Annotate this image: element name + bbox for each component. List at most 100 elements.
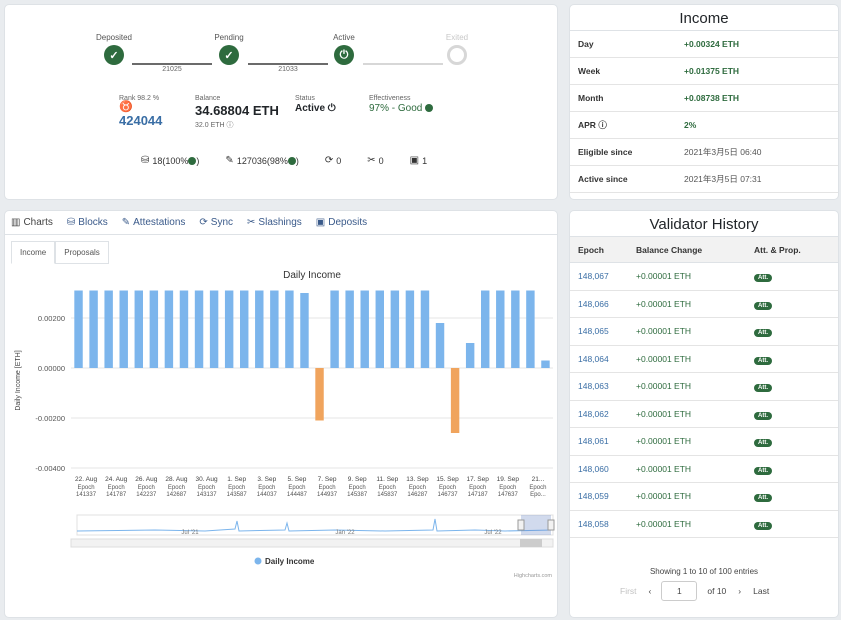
duty-counter[interactable]: ✂ 0 bbox=[367, 155, 383, 166]
epoch-link[interactable]: 148,059 bbox=[578, 491, 609, 502]
epoch-column-header[interactable]: Epoch bbox=[578, 244, 604, 255]
duty-counter[interactable]: ▣ 1 bbox=[410, 155, 427, 166]
check-icon: ✓ bbox=[104, 45, 124, 65]
duty-counter-value: 1 bbox=[422, 155, 428, 166]
x-tick-epoch-word: Epoch bbox=[319, 485, 336, 491]
x-tick-epoch-word: Epoch bbox=[409, 485, 426, 491]
income-bar[interactable] bbox=[164, 290, 174, 369]
income-bar[interactable] bbox=[390, 290, 400, 369]
info-icon[interactable]: ⓘ bbox=[226, 122, 234, 129]
info-icon[interactable]: ⓘ bbox=[595, 120, 607, 130]
subtab-income[interactable]: Income bbox=[11, 241, 56, 264]
tab-deposits[interactable]: ▣ Deposits bbox=[316, 217, 367, 228]
tab-attestations[interactable]: ✎ Attestations bbox=[122, 217, 186, 228]
epoch-link[interactable]: 148,066 bbox=[578, 298, 609, 309]
income-bar[interactable] bbox=[209, 290, 219, 369]
income-bar[interactable] bbox=[481, 290, 490, 369]
income-bar[interactable] bbox=[285, 290, 294, 369]
epoch-link[interactable]: 148,060 bbox=[578, 463, 609, 474]
income-bar[interactable] bbox=[240, 290, 249, 369]
first-page-button[interactable]: First bbox=[620, 586, 637, 596]
income-bar[interactable] bbox=[270, 290, 279, 369]
navigator-right-handle[interactable] bbox=[547, 519, 555, 531]
tab-sync[interactable]: ⟳ Sync bbox=[199, 217, 233, 228]
tab-charts[interactable]: ▥ Charts bbox=[11, 217, 53, 228]
income-bar[interactable] bbox=[179, 290, 189, 369]
epoch-link[interactable]: 148,058 bbox=[578, 518, 609, 529]
navigator-scrollbar[interactable] bbox=[70, 538, 554, 548]
duty-counters: ⛁ 18(100% ) ✎ 127036(98% ) ⟳ 0 ✂ 0 ▣ 1 bbox=[141, 155, 453, 166]
subtab-proposals[interactable]: Proposals bbox=[55, 241, 109, 264]
history-row: 148,059 +0.00001 ETH Att. bbox=[570, 483, 838, 511]
income-bar[interactable] bbox=[255, 290, 264, 369]
income-bar[interactable] bbox=[420, 290, 430, 369]
income-bar[interactable] bbox=[450, 368, 460, 433]
attestation-badge: Att. bbox=[754, 439, 772, 448]
income-bar[interactable] bbox=[149, 290, 159, 369]
income-bar[interactable] bbox=[511, 290, 520, 369]
income-bar[interactable] bbox=[104, 290, 113, 369]
x-tick-epoch-word: Epoch bbox=[469, 485, 486, 491]
epoch-link[interactable]: 148,064 bbox=[578, 353, 609, 364]
income-bar[interactable] bbox=[375, 290, 384, 369]
income-bar[interactable] bbox=[315, 368, 324, 421]
epoch-link[interactable]: 148,061 bbox=[578, 436, 609, 447]
income-bar[interactable] bbox=[119, 290, 128, 369]
legend-label[interactable]: Daily Income bbox=[265, 557, 315, 566]
income-bar[interactable] bbox=[526, 290, 535, 369]
duty-counter[interactable]: ✎ 127036(98% ) bbox=[225, 155, 298, 166]
duty-counter[interactable]: ⟳ 0 bbox=[325, 155, 341, 166]
next-page-button[interactable]: › bbox=[738, 586, 742, 596]
page-number-input[interactable]: 1 bbox=[661, 581, 698, 601]
epoch-link[interactable]: 148,062 bbox=[578, 408, 609, 419]
navigator-area[interactable] bbox=[76, 514, 554, 536]
income-bar[interactable] bbox=[435, 323, 445, 368]
tab-label: Slashings bbox=[258, 217, 302, 228]
income-bar[interactable] bbox=[541, 360, 550, 369]
history-row: 148,063 +0.00001 ETH Att. bbox=[570, 373, 838, 401]
income-bar[interactable] bbox=[465, 343, 475, 368]
income-bar[interactable] bbox=[134, 290, 143, 369]
navigator-left-handle[interactable] bbox=[517, 519, 525, 531]
income-bar[interactable] bbox=[330, 290, 339, 369]
income-bar[interactable] bbox=[360, 290, 369, 369]
income-row-label: Eligible since bbox=[570, 147, 684, 157]
epoch-link[interactable]: 148,063 bbox=[578, 381, 609, 392]
att-prop-column-header[interactable]: Att. & Prop. bbox=[754, 244, 801, 255]
income-row-label: Active since bbox=[570, 174, 684, 184]
income-row-value: +0.01375 ETH bbox=[684, 66, 740, 76]
income-bar[interactable] bbox=[194, 290, 204, 369]
epoch-link[interactable]: 148,065 bbox=[578, 326, 609, 337]
navigator-mask[interactable] bbox=[521, 515, 551, 535]
duty-counter[interactable]: ⛁ 18(100% ) bbox=[141, 155, 199, 166]
income-row-label: Day bbox=[570, 39, 684, 49]
income-row: APR ⓘ 2% bbox=[570, 112, 838, 139]
att-prop-cell: Att. bbox=[754, 299, 834, 310]
balance-change-column-header[interactable]: Balance Change bbox=[636, 244, 703, 255]
income-bar[interactable] bbox=[345, 290, 354, 369]
paren-close: ) bbox=[295, 155, 299, 166]
tab-blocks[interactable]: ⛁ Blocks bbox=[67, 217, 108, 228]
subtab-bar: Income Proposals bbox=[11, 241, 109, 264]
chart-credits[interactable]: Highcharts.com bbox=[514, 573, 553, 579]
income-row-value: 2% bbox=[684, 120, 697, 130]
income-bar[interactable] bbox=[496, 290, 505, 369]
last-page-button[interactable]: Last bbox=[753, 586, 770, 596]
effective-balance: 32.0 ETH bbox=[195, 122, 225, 129]
paren-close: ) bbox=[196, 155, 200, 166]
income-bar[interactable] bbox=[224, 290, 234, 369]
income-bar[interactable] bbox=[74, 290, 83, 369]
income-row: Active since 2021年3月5日 07:31 bbox=[570, 166, 838, 193]
navigator-scrollbar-thumb[interactable] bbox=[520, 539, 542, 547]
tab-slashings[interactable]: ✂ Slashings bbox=[247, 217, 302, 228]
x-tick-date: 21... bbox=[532, 476, 545, 483]
validator-overview-card: Deposited ✓ Pending ✓ Active ⏻ Exited 21025 21… bbox=[4, 4, 558, 200]
prev-page-button[interactable]: ‹ bbox=[648, 586, 652, 596]
income-bar[interactable] bbox=[300, 293, 309, 368]
epoch-link[interactable]: 148,067 bbox=[578, 271, 609, 282]
att-prop-cell: Att. bbox=[754, 519, 834, 530]
income-bar[interactable] bbox=[405, 290, 415, 369]
x-tick-epoch: Epo... bbox=[530, 492, 546, 498]
validator-index[interactable]: 424044 bbox=[119, 113, 163, 128]
income-bar[interactable] bbox=[89, 290, 98, 369]
